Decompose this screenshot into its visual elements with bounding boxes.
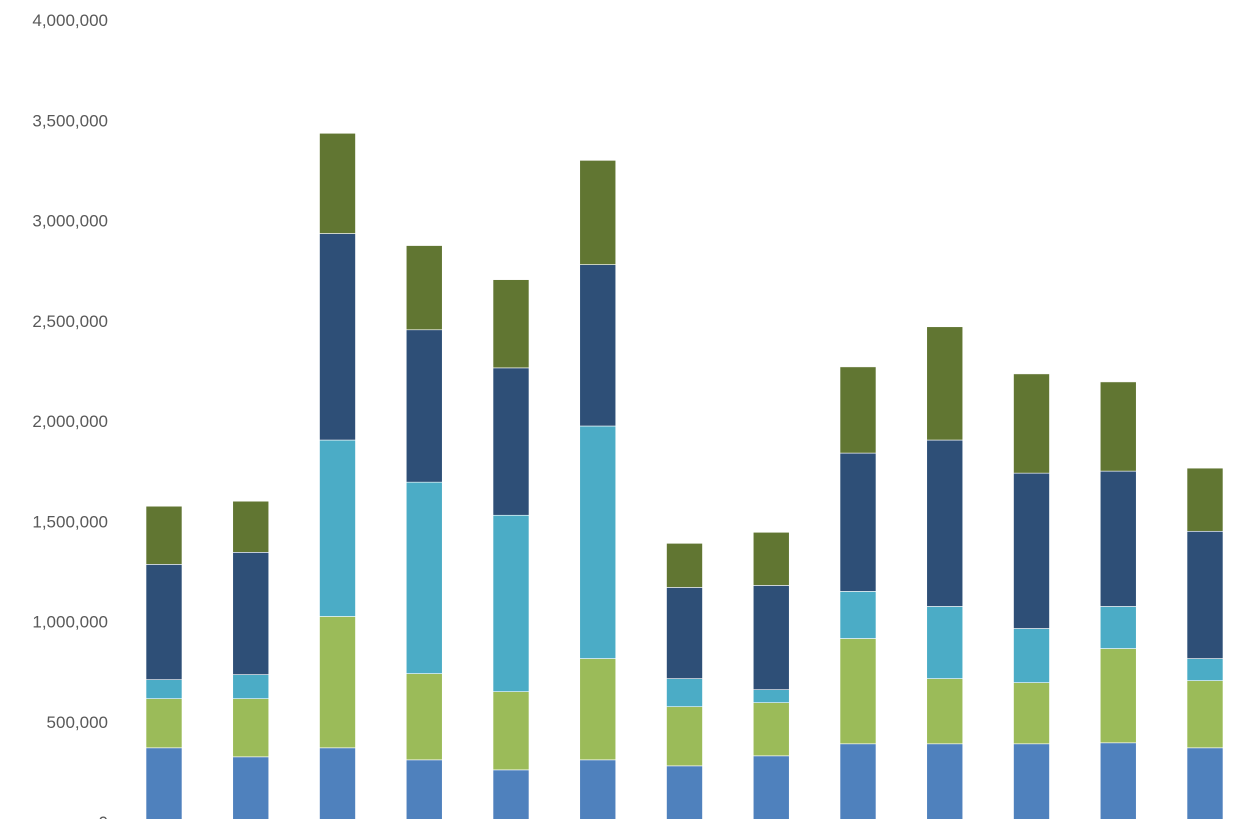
bar-segment — [752, 702, 790, 757]
bar-segment — [666, 543, 703, 588]
bar-segment — [1186, 658, 1224, 681]
bar-segment — [926, 606, 964, 679]
bar-segment — [145, 679, 183, 699]
bar-segment — [232, 698, 270, 758]
bar-stack — [319, 132, 356, 819]
bar-segment — [145, 564, 183, 680]
bar-segment — [926, 439, 964, 607]
bar-segment — [1099, 381, 1137, 472]
bar-segment — [926, 743, 964, 819]
bar-segment — [752, 531, 790, 586]
y-tick-label: 0 — [99, 813, 108, 819]
y-axis: 0 500,000 1,000,000 1,500,000 2,000,000 2,500… — [32, 11, 108, 819]
bar-segment — [492, 514, 530, 692]
bar-stack — [232, 500, 270, 819]
bar-segment — [579, 160, 617, 265]
bar-segment — [579, 658, 617, 761]
bar-segment — [319, 616, 356, 749]
bar-segment — [232, 500, 270, 553]
bar-segment — [839, 638, 877, 745]
bar-segment — [1186, 530, 1224, 659]
bar-segment — [666, 706, 703, 767]
bar-segment — [232, 674, 270, 699]
bar-segment — [319, 747, 356, 819]
bar-segment — [839, 743, 877, 819]
bar-segment — [492, 769, 530, 819]
bar-stack — [579, 160, 617, 819]
bar-segment — [145, 505, 183, 565]
bar-segment — [666, 587, 703, 679]
bar-segment — [232, 756, 270, 819]
bar-segment — [319, 132, 356, 234]
bar-segment — [1013, 373, 1050, 474]
bar-segment — [1013, 472, 1050, 629]
bar-segment — [666, 678, 703, 708]
bar-segment — [1099, 648, 1137, 744]
bar-segment — [839, 591, 877, 639]
y-tick-label: 3,000,000 — [32, 212, 108, 231]
bar-segment — [1186, 680, 1224, 749]
y-tick-label: 500,000 — [47, 713, 108, 732]
bar-stack — [666, 543, 703, 819]
bar-segment — [405, 245, 443, 331]
bar-segment — [492, 367, 530, 516]
bar-segment — [752, 689, 790, 703]
bar-stacks — [145, 132, 1224, 819]
bar-segment — [1099, 606, 1137, 649]
bar-stack — [1013, 373, 1050, 819]
bar-segment — [839, 452, 877, 592]
bar-segment — [492, 691, 530, 771]
bar-stack — [926, 326, 964, 819]
y-tick-label: 1,000,000 — [32, 613, 108, 632]
bar-segment — [405, 481, 443, 674]
bar-segment — [492, 279, 530, 369]
bar-segment — [1013, 682, 1050, 745]
y-tick-label: 3,500,000 — [32, 111, 108, 130]
bar-segment — [579, 425, 617, 659]
bar-segment — [405, 759, 443, 819]
bar-segment — [319, 439, 356, 617]
bar-segment — [1013, 743, 1050, 819]
bar-stack — [1186, 467, 1224, 819]
bar-segment — [405, 673, 443, 761]
bar-segment — [405, 329, 443, 483]
bar-segment — [579, 264, 617, 427]
bar-stack — [405, 245, 443, 819]
bar-stack — [752, 531, 790, 819]
y-tick-label: 2,000,000 — [32, 412, 108, 431]
bar-segment — [1099, 470, 1137, 607]
bar-segment — [145, 698, 183, 749]
bar-segment — [926, 326, 964, 441]
y-tick-label: 4,000,000 — [32, 11, 108, 30]
bar-segment — [1013, 628, 1050, 683]
bar-segment — [752, 585, 790, 690]
bar-stack — [145, 505, 183, 819]
bar-segment — [145, 747, 183, 819]
bar-segment — [579, 759, 617, 819]
bar-segment — [1186, 467, 1224, 532]
bar-segment — [666, 765, 703, 819]
bar-segment — [752, 755, 790, 819]
bar-segment — [926, 678, 964, 745]
bar-segment — [839, 366, 877, 454]
bar-segment — [232, 552, 270, 675]
bar-stack — [1099, 381, 1137, 819]
bar-stack — [839, 366, 877, 819]
y-tick-label: 2,500,000 — [32, 312, 108, 331]
y-tick-label: 1,500,000 — [32, 512, 108, 531]
bar-stack — [492, 279, 530, 819]
bar-segment — [319, 233, 356, 441]
bar-segment — [1186, 747, 1224, 819]
bar-segment — [1099, 742, 1137, 819]
